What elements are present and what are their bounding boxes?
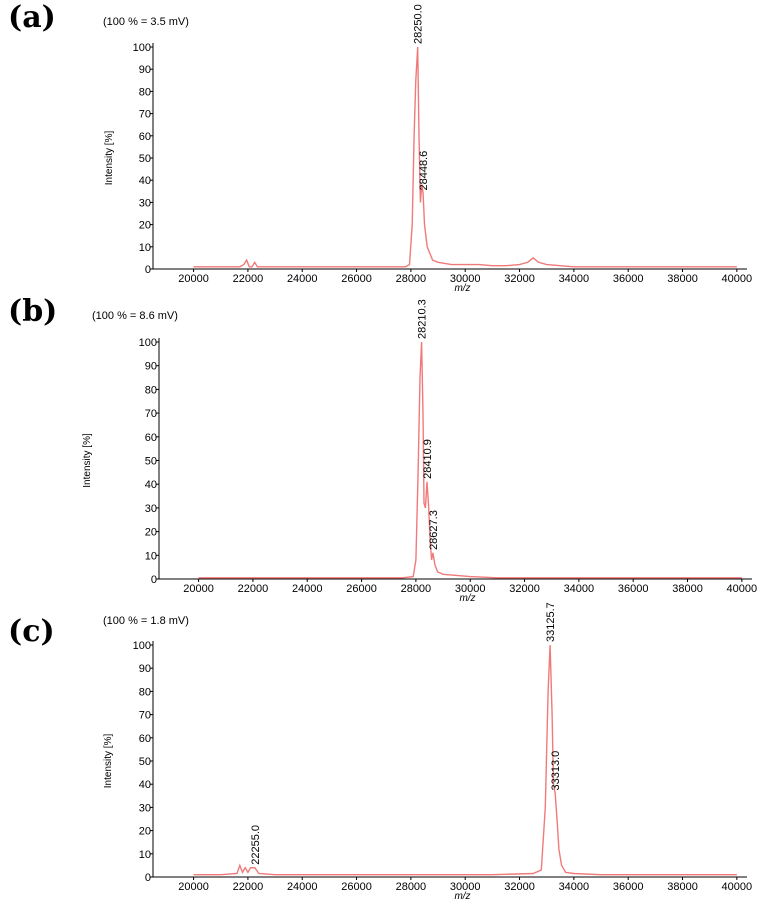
x-tick-label: 30000 bbox=[450, 273, 481, 285]
x-tick-label: 34000 bbox=[564, 583, 595, 595]
y-tick-label: 80 bbox=[145, 384, 157, 396]
y-tick-label: 60 bbox=[139, 733, 151, 745]
x-tick-label: 20000 bbox=[183, 583, 214, 595]
x-tick-label: 26000 bbox=[346, 583, 377, 595]
y-tick-label: 60 bbox=[139, 131, 151, 143]
x-tick-label: 36000 bbox=[613, 273, 644, 285]
x-tick-label: 24000 bbox=[292, 583, 323, 595]
x-tick-label: 26000 bbox=[341, 881, 372, 893]
y-tick-label: 50 bbox=[139, 756, 151, 768]
x-tick-label: 32000 bbox=[509, 583, 540, 595]
x-axis-title: m/z bbox=[454, 891, 470, 899]
x-tick-label: 26000 bbox=[341, 273, 372, 285]
x-tick-label: 32000 bbox=[504, 881, 535, 893]
y-tick-label: 80 bbox=[139, 686, 151, 698]
peak-label: 28448.6 bbox=[418, 151, 430, 191]
y-tick-label: 10 bbox=[145, 550, 157, 562]
x-tick-label: 28000 bbox=[401, 583, 432, 595]
y-axis-title: Intensity [%] bbox=[103, 734, 114, 789]
y-tick-label: 20 bbox=[139, 826, 151, 838]
spectrum-trace bbox=[193, 46, 737, 268]
x-tick-label: 28000 bbox=[396, 273, 427, 285]
y-tick-label: 10 bbox=[139, 849, 151, 861]
x-tick-label: 40000 bbox=[722, 881, 753, 893]
x-tick-label: 40000 bbox=[722, 273, 753, 285]
peak-label: 28250.0 bbox=[413, 4, 425, 44]
y-tick-label: 100 bbox=[133, 640, 151, 652]
panel-c: (c) (100 % = 1.8 mV) 0 10 20 30 40 50 60 70 80 90… bbox=[0, 600, 762, 899]
y-tick-label: 70 bbox=[145, 408, 157, 420]
y-tick-label: 30 bbox=[145, 503, 157, 515]
scale-note: (100 % = 3.5 mV) bbox=[103, 16, 189, 28]
y-tick-label: 90 bbox=[139, 663, 151, 675]
y-tick-label: 50 bbox=[139, 153, 151, 165]
peak-label: 22255.0 bbox=[250, 825, 262, 865]
x-tick-label: 36000 bbox=[618, 583, 649, 595]
x-tick-label: 38000 bbox=[667, 273, 698, 285]
y-tick-label: 10 bbox=[139, 242, 151, 254]
y-tick-label: 0 bbox=[145, 872, 151, 884]
x-tick-label: 38000 bbox=[672, 583, 703, 595]
y-tick-label: 90 bbox=[145, 361, 157, 373]
x-tick-label: 20000 bbox=[178, 881, 209, 893]
x-tick-label: 22000 bbox=[233, 273, 264, 285]
y-tick-label: 20 bbox=[145, 527, 157, 539]
x-tick-label: 32000 bbox=[504, 273, 535, 285]
y-tick-label: 100 bbox=[133, 42, 151, 54]
y-tick-label: 100 bbox=[139, 337, 157, 349]
peak-label: 33313.0 bbox=[550, 751, 562, 791]
x-tick-label: 24000 bbox=[287, 881, 318, 893]
panel-label: (a) bbox=[8, 0, 56, 35]
y-tick-label: 90 bbox=[139, 64, 151, 76]
y-tick-label: 60 bbox=[145, 432, 157, 444]
spectrum-plot: 0 10 20 30 40 50 60 70 80 90 100 20000 22000 24000 260… bbox=[82, 299, 758, 604]
peak-label: 33125.7 bbox=[545, 602, 557, 642]
panel-label: (c) bbox=[8, 614, 55, 649]
x-axis-title: m/z bbox=[459, 593, 475, 604]
panel-b: (b) (100 % = 8.6 mV) 0 10 20 30 40 50 60 70 80 90… bbox=[0, 290, 762, 604]
x-tick-label: 28000 bbox=[396, 881, 427, 893]
scale-note: (100 % = 1.8 mV) bbox=[103, 615, 189, 627]
panel-label: (b) bbox=[8, 294, 58, 329]
y-tick-label: 70 bbox=[139, 109, 151, 121]
y-axis-title: Intensity [%] bbox=[82, 433, 93, 488]
y-tick-label: 30 bbox=[139, 197, 151, 209]
x-tick-label: 38000 bbox=[667, 881, 698, 893]
spectrum-trace bbox=[193, 644, 737, 876]
y-tick-label: 40 bbox=[139, 779, 151, 791]
y-tick-label: 50 bbox=[145, 456, 157, 468]
y-tick-label: 40 bbox=[145, 479, 157, 491]
peak-label: 28410.9 bbox=[422, 439, 434, 479]
spectrum-plot: 0 10 20 30 40 50 60 70 80 90 100 20000 22000 24000 260… bbox=[103, 602, 753, 899]
x-axis-title: m/z bbox=[454, 283, 470, 294]
y-tick-label: 80 bbox=[139, 86, 151, 98]
scale-note: (100 % = 8.6 mV) bbox=[92, 310, 178, 322]
y-axis-title: Intensity [%] bbox=[104, 131, 115, 186]
x-tick-label: 20000 bbox=[178, 273, 209, 285]
x-tick-label: 22000 bbox=[233, 881, 264, 893]
x-tick-label: 34000 bbox=[559, 273, 590, 285]
y-tick-label: 0 bbox=[145, 264, 151, 276]
x-tick-label: 24000 bbox=[287, 273, 318, 285]
x-tick-label: 22000 bbox=[238, 583, 269, 595]
y-tick-label: 0 bbox=[151, 574, 157, 586]
spectrum-plot: 0 10 20 30 40 50 60 70 80 90 100 20000 22000 24000 260… bbox=[104, 4, 753, 294]
y-tick-label: 30 bbox=[139, 802, 151, 814]
y-tick-label: 40 bbox=[139, 175, 151, 187]
peak-label: 28627.3 bbox=[428, 510, 440, 550]
panel-a: (a) (100 % = 3.5 mV) 0 10 20 30 40 50 60 70 80 90… bbox=[0, 0, 762, 294]
peak-label: 28210.3 bbox=[417, 299, 429, 339]
x-tick-label: 40000 bbox=[727, 583, 758, 595]
x-tick-label: 34000 bbox=[559, 881, 590, 893]
y-tick-label: 70 bbox=[139, 710, 151, 722]
y-tick-label: 20 bbox=[139, 220, 151, 232]
spectrum-trace bbox=[198, 341, 742, 579]
x-tick-label: 36000 bbox=[613, 881, 644, 893]
x-tick-label: 30000 bbox=[450, 881, 481, 893]
x-tick-label: 30000 bbox=[455, 583, 486, 595]
